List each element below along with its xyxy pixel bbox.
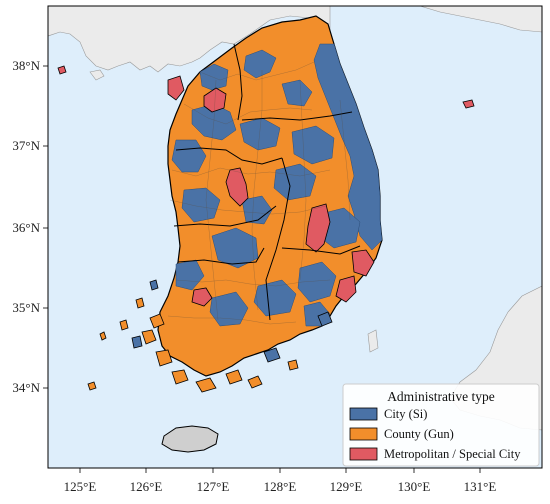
longitude-tick-label: 125°E — [64, 479, 97, 494]
island — [317, 311, 333, 327]
longitude-tick-label: 129°E — [330, 479, 363, 494]
island — [149, 313, 165, 329]
island — [263, 347, 281, 363]
metro-region-ulsan — [351, 249, 375, 277]
latitude-tick-label: 38°N — [12, 58, 40, 73]
metro-region-daegu — [305, 203, 331, 253]
city-regions — [171, 43, 383, 327]
district-border-east-ns — [299, 79, 307, 281]
district-border-west-ns — [205, 79, 219, 321]
longitude-tick-label: 131°E — [464, 479, 497, 494]
city-region-gangwon-north — [243, 49, 277, 79]
legend-label-metro: Metropolitan / Special City — [384, 447, 521, 461]
district-borders — [167, 61, 351, 325]
longitude-tick-label: 126°E — [130, 479, 163, 494]
legend-swatch-metro — [349, 447, 378, 461]
city-region-chungnam-south — [181, 187, 221, 223]
city-region-gyeonggi-north — [199, 63, 229, 91]
city-region-gyeongbuk-north — [291, 125, 335, 165]
island — [87, 381, 97, 391]
city-region-jeonnam-south — [209, 291, 249, 327]
city-region-east-coast — [313, 43, 383, 251]
metro-region-islet-west — [57, 65, 67, 75]
longitude-tick-label: 127°E — [197, 479, 230, 494]
district-border-north — [199, 61, 315, 81]
legend-title: Administrative type — [387, 389, 495, 404]
island — [155, 349, 173, 367]
city-region-gangwon-mid — [281, 79, 313, 107]
island — [135, 297, 145, 309]
island — [119, 319, 129, 331]
boundary-jeolla — [177, 247, 265, 265]
legend-label-county: County (Gun) — [384, 427, 454, 441]
longitude-tick-label: 130°E — [398, 479, 431, 494]
map-frame — [47, 5, 543, 469]
legend-swatch-county — [349, 427, 378, 441]
longitude-axis: 125°E 126°E 127°E 128°E 129°E 130°E 131°E — [64, 468, 497, 494]
island — [141, 329, 157, 345]
metro-region-busan — [335, 275, 357, 303]
metro-region-ulleung — [462, 99, 475, 109]
island — [247, 375, 263, 389]
latitude-tick-label: 37°N — [12, 138, 40, 153]
legend-label-city: City (Si) — [384, 407, 427, 421]
southwest-islands — [87, 279, 333, 393]
city-region-jeonbuk-north — [241, 195, 273, 225]
island — [225, 369, 243, 385]
province-boundaries — [173, 43, 361, 321]
latitude-tick-label: 35°N — [12, 300, 40, 315]
city-region-chungbuk — [239, 117, 281, 151]
tsushima-islet — [367, 329, 379, 353]
latitude-tick-label: 34°N — [12, 380, 40, 395]
island — [99, 331, 107, 341]
metro-region-gwangju — [191, 287, 213, 307]
island — [171, 369, 189, 385]
city-region-gyeongnam-west — [253, 279, 297, 317]
boundary-gangwon-south — [241, 111, 353, 121]
metro-region-sejong-daejeon — [225, 167, 249, 207]
boundary-gyeongbuk-gyeongnam — [281, 245, 361, 255]
latitude-tick-label: 36°N — [12, 220, 40, 235]
boundary-chungcheong — [175, 147, 283, 165]
metro-region-incheon — [167, 75, 185, 101]
district-border-upper — [183, 103, 313, 125]
jeju-island — [161, 425, 219, 453]
west-islet — [89, 69, 105, 81]
island — [131, 335, 143, 349]
boundary-gyeonggi-gangwon — [233, 43, 243, 121]
district-border-lower — [175, 279, 331, 287]
latitude-axis: 38°N 37°N 36°N 35°N 34°N — [12, 58, 48, 395]
north-korea-landmass — [48, 6, 331, 73]
island — [195, 377, 217, 393]
longitude-tick-label: 128°E — [264, 479, 297, 494]
northeast-coast-landmass — [419, 6, 542, 33]
legend-swatch-city — [349, 407, 378, 421]
boundary-gyeongsang — [265, 157, 291, 321]
district-border-central-ns — [251, 70, 263, 311]
legend-box — [342, 383, 540, 467]
city-region-gyeongnam-east — [297, 261, 337, 303]
boundary-chungcheong-south — [173, 205, 277, 227]
legend: Administrative type City (Si) County (Gu… — [342, 383, 540, 467]
district-border-middle — [171, 167, 331, 177]
district-border-coast — [167, 315, 297, 325]
island — [287, 359, 299, 371]
district-border-far-east-ns — [339, 99, 351, 221]
district-border-south — [169, 199, 327, 215]
island — [149, 279, 159, 291]
